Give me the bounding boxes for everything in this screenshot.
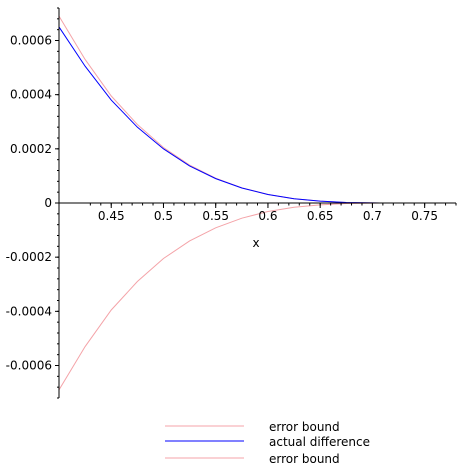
y-tick-label: 0.0004 bbox=[10, 88, 52, 102]
series-line-1 bbox=[58, 15, 380, 204]
x-tick-label: 0.45 bbox=[98, 209, 125, 223]
chart-curves bbox=[58, 15, 380, 391]
legend-label: error bound bbox=[269, 452, 340, 465]
x-tick-label: 0.7 bbox=[363, 209, 382, 223]
y-tick-label: -0.0006 bbox=[6, 359, 52, 373]
y-tick-label: -0.0004 bbox=[6, 304, 52, 318]
series-line-2 bbox=[58, 26, 380, 204]
y-tick-label: 0 bbox=[44, 196, 52, 210]
y-tick-label: 0.0006 bbox=[10, 34, 52, 48]
series-line-3 bbox=[58, 202, 380, 391]
axis-tick-labels: 0.45 0.5 0.55 0.6 0.65 0.7 0.75 -0.0006 -0.0004 -… bbox=[6, 34, 438, 373]
x-tick-label: 0.6 bbox=[258, 209, 277, 223]
y-tick-label: -0.0002 bbox=[6, 250, 52, 264]
x-tick-label: 0.5 bbox=[154, 209, 173, 223]
legend-label: actual difference bbox=[269, 435, 370, 449]
y-tick-label: 0.0002 bbox=[10, 142, 52, 156]
x-tick-label: 0.75 bbox=[411, 209, 438, 223]
x-tick-label: 0.65 bbox=[307, 209, 334, 223]
legend-label: error bound bbox=[269, 420, 340, 434]
x-tick-label: 0.55 bbox=[202, 209, 229, 223]
x-axis-label: x bbox=[252, 236, 259, 250]
axis-ticks bbox=[55, 7, 457, 399]
